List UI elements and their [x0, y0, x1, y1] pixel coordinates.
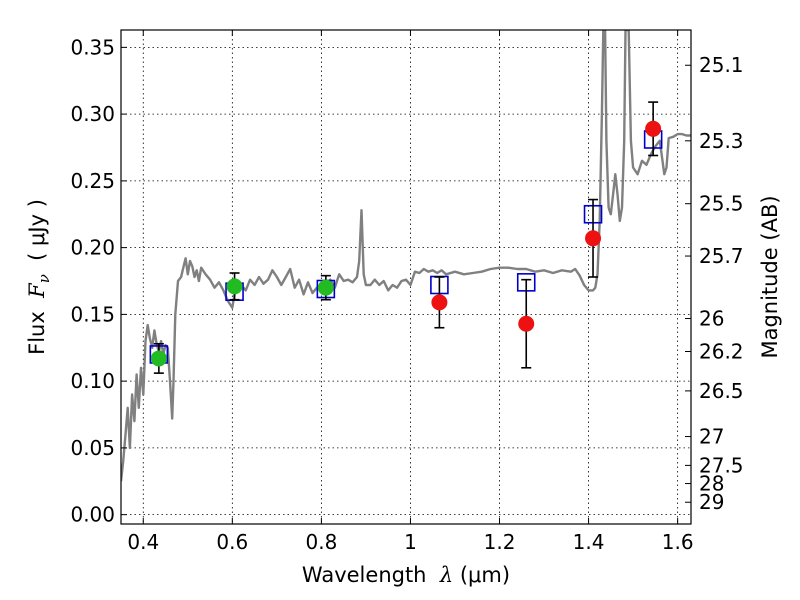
plot-frame [120, 29, 692, 525]
y2-tick-label: 28 [699, 472, 724, 496]
x-tick-label: 0.8 [305, 530, 337, 554]
observed-data-point [150, 350, 167, 367]
x-tick-label: 1.2 [484, 530, 516, 554]
observed-data-point [317, 279, 334, 296]
y-tick-label: 0.30 [70, 102, 115, 126]
grid-lines [121, 30, 691, 524]
model-spectrum-line [121, 30, 691, 482]
observed-data-point [226, 278, 243, 295]
plot-content [121, 30, 691, 482]
observed-data-point [431, 294, 448, 311]
y2-tick-label: 26 [699, 307, 724, 331]
observed-data-point [518, 315, 535, 332]
y-axis-label-unit: ( μJy ) [25, 199, 49, 274]
observed-data-point [585, 230, 602, 247]
y-tick-label: 0.20 [70, 236, 115, 260]
x-axis-label-symbol: λ [439, 563, 453, 587]
x-tick-label: 1.4 [573, 530, 605, 554]
y-tick-label: 0.25 [70, 169, 115, 193]
y-tick-label: 0.35 [70, 35, 115, 59]
y2-tick-label: 25.1 [699, 53, 744, 77]
y2-tick-label: 25.5 [699, 192, 744, 216]
x-tick-label: 1 [404, 530, 417, 554]
y-tick-label: 0.00 [70, 503, 115, 527]
observed-data-point [645, 120, 662, 137]
x-tick-label: 0.6 [216, 530, 248, 554]
y-axis-label-symbol: F [25, 282, 49, 299]
x-tick-label: 1.6 [662, 530, 694, 554]
y2-tick-label: 26.2 [699, 340, 744, 364]
x-axis-label: Wavelength λ (μm) [302, 563, 510, 587]
x-axis-label-text: Wavelength [302, 563, 440, 587]
axis-ticks: 0.4 0.6 0.8 1 1.2 1.4 1.6 0.00 0.05 0.10 0.15 0.20 0… [70, 30, 744, 554]
x-axis-label-unit: (μm) [453, 563, 510, 587]
y2-tick-label: 27.5 [699, 453, 744, 477]
y2-axis-label: Magnitude (AB) [758, 195, 782, 358]
y2-tick-label: 25.7 [699, 244, 744, 268]
y-tick-label: 0.10 [70, 369, 115, 393]
y-axis-label-text: Flux [25, 298, 49, 355]
y-axis-label-subscript: ν [35, 274, 53, 283]
y2-tick-label: 25.3 [699, 129, 744, 153]
y-tick-label: 0.15 [70, 302, 115, 326]
x-tick-label: 0.4 [127, 530, 159, 554]
y-tick-label: 0.05 [70, 436, 115, 460]
y2-tick-label: 27 [699, 425, 724, 449]
y-axis-label: Flux Fν ( μJy ) [25, 199, 53, 355]
y2-tick-label: 26.5 [699, 379, 744, 403]
y2-tick-label: 29 [699, 490, 724, 514]
